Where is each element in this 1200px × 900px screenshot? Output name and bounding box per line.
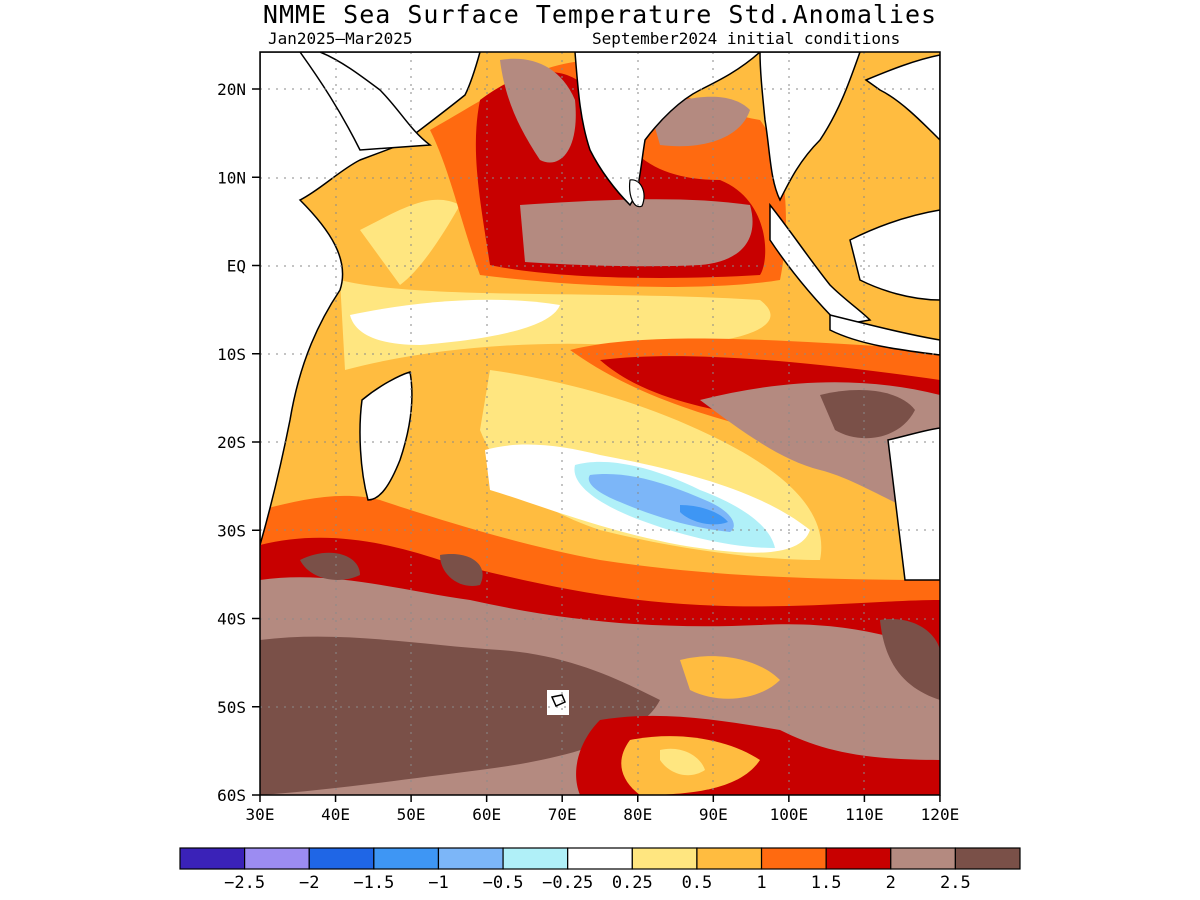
colorbar-swatch — [179, 847, 246, 870]
colorbar-label: −0.5 — [482, 873, 524, 893]
colorbar-label: 2.5 — [940, 873, 971, 893]
colorbar-swatch — [437, 847, 504, 870]
colorbar-label: −2.5 — [224, 873, 266, 893]
colorbar-label: 2 — [885, 873, 896, 893]
colorbar-swatch — [760, 847, 827, 870]
colorbar-swatch — [567, 847, 633, 870]
colorbar-swatch — [373, 847, 440, 870]
colorbar-label: 1 — [756, 873, 767, 893]
lon-tick-label: 110E — [845, 805, 884, 824]
colorbar-swatch — [696, 847, 763, 870]
lat-tick-label: 10S — [217, 345, 246, 364]
longitude-axis: 30E 40E 50E 60E 70E 80E 90E 100E 110E 120E — [246, 795, 960, 824]
colorbar-swatch — [308, 847, 375, 870]
lon-tick-label: 80E — [623, 805, 652, 824]
initial-conditions: September2024 initial conditions — [592, 29, 901, 48]
lon-tick-label: 120E — [921, 805, 960, 824]
colorbar-label: 1.5 — [810, 873, 842, 893]
forecast-period: Jan2025–Mar2025 — [268, 29, 413, 48]
colorbar-swatch — [954, 847, 1021, 870]
lat-tick-label: 10N — [217, 168, 246, 187]
lon-tick-label: 50E — [397, 805, 426, 824]
lon-tick-label: 30E — [246, 805, 275, 824]
colorbar-swatch — [631, 847, 698, 870]
lat-tick-label: 50S — [217, 698, 246, 717]
lat-tick-label: 30S — [217, 521, 246, 540]
colorbar-label: −1.5 — [353, 873, 395, 893]
lon-tick-label: 70E — [548, 805, 577, 824]
lon-tick-label: 40E — [321, 805, 350, 824]
colorbar-label: −0.25 — [542, 873, 594, 893]
lat-tick-label: 60S — [217, 786, 246, 805]
colorbar-label: −2 — [298, 873, 320, 893]
plot-frame — [259, 51, 941, 796]
lat-tick-label: 20S — [217, 433, 246, 452]
colorbar-swatch — [502, 847, 569, 870]
colorbar — [179, 847, 1021, 870]
lat-tick-label: 40S — [217, 610, 246, 629]
colorbar-swatch — [244, 847, 310, 870]
chart-title: NMME Sea Surface Temperature Std.Anomali… — [262, 0, 938, 29]
colorbar-label: 0.5 — [681, 873, 713, 893]
anomaly-field — [260, 52, 940, 795]
colorbar-label: −1 — [428, 873, 449, 893]
lon-tick-label: 60E — [472, 805, 501, 824]
lat-tick-label: 20N — [217, 80, 246, 99]
colorbar-label: 0.25 — [611, 873, 653, 893]
colorbar-swatch — [890, 847, 956, 870]
latitude-axis: 20N 10N EQ 10S 20S 30S 40S 50S 60S — [217, 80, 260, 805]
graticule — [260, 52, 940, 795]
colorbar-swatch — [825, 847, 892, 870]
lon-tick-label: 100E — [770, 805, 809, 824]
lon-tick-label: 90E — [699, 805, 728, 824]
lat-tick-label: EQ — [227, 257, 246, 276]
